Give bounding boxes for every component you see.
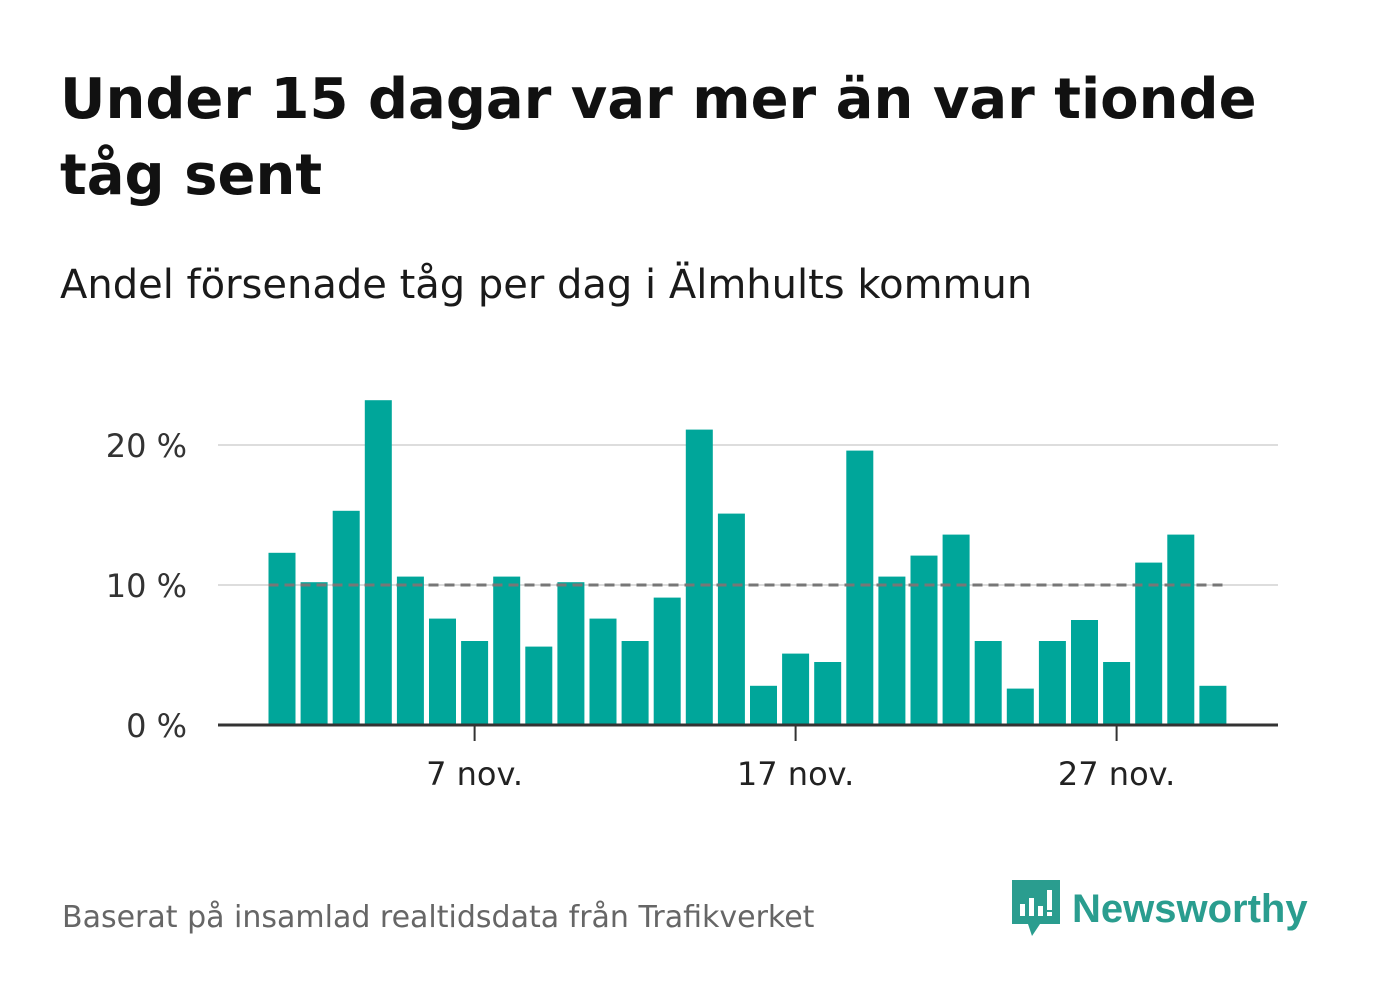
bar [364, 400, 392, 725]
bar [1167, 534, 1195, 725]
bar [814, 662, 842, 725]
bar [1199, 685, 1227, 725]
bar [1071, 620, 1098, 725]
bar [621, 641, 649, 725]
bar [557, 582, 585, 725]
bar [717, 513, 745, 725]
bar [685, 429, 713, 725]
bar [429, 618, 456, 725]
source-note: Baserat på insamlad realtidsdata från Tr… [62, 900, 815, 935]
bar [750, 685, 777, 725]
bar [974, 641, 1002, 725]
bar [332, 510, 360, 725]
bar [268, 552, 296, 725]
bars [268, 400, 1227, 725]
bar [782, 653, 810, 725]
x-tick-label: 17 nov. [737, 755, 854, 793]
chart-subtitle: Andel försenade tåg per dag i Älmhults k… [60, 262, 1033, 308]
bar [589, 618, 617, 725]
bar [396, 576, 424, 725]
y-tick-label: 0 % [126, 707, 187, 745]
bar [1135, 562, 1163, 725]
chart-title: Under 15 dagar var mer än var tionde tåg… [60, 67, 1257, 208]
newsworthy-logo: Newsworthy [1010, 878, 1308, 940]
y-tick-label: 10 % [106, 567, 187, 605]
bar [300, 582, 328, 725]
bar [525, 646, 553, 725]
x-tick-label: 27 nov. [1058, 755, 1175, 793]
bar [878, 576, 906, 725]
bar [942, 534, 970, 725]
y-tick-label: 20 % [106, 427, 187, 465]
bar [1038, 641, 1066, 725]
bar [493, 576, 521, 725]
bar [846, 450, 874, 725]
axes: 0 % 10 % 20 % 7 nov. 17 nov. 27 nov. [106, 427, 1278, 793]
x-tick-label: 7 nov. [426, 755, 523, 793]
brand-name: Newsworthy [1072, 886, 1308, 931]
bar [1006, 688, 1034, 725]
bar [461, 641, 489, 725]
newsworthy-logo-icon [1012, 880, 1060, 936]
bar [910, 555, 938, 725]
bar [1103, 662, 1131, 725]
bar [653, 597, 681, 725]
